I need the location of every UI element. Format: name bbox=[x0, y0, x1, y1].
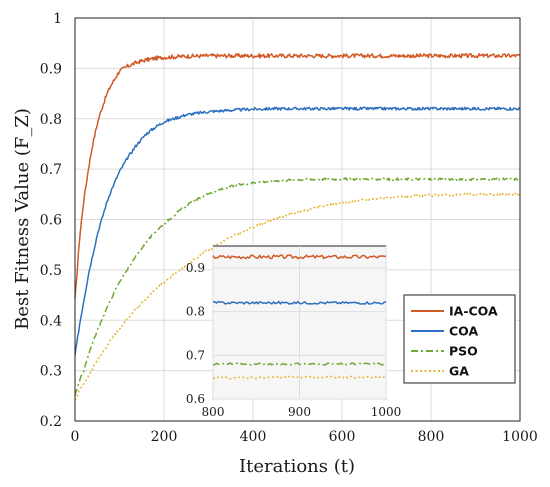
y-axis-label-text: Best Fitness Value (F_Z) bbox=[12, 108, 33, 330]
x-axis-label: Iterations (t) bbox=[239, 456, 355, 477]
x-tick-labels: 0 200 400 600 800 1000 bbox=[71, 429, 538, 445]
x-tick-label: 800 bbox=[418, 429, 445, 445]
y-tick-label: 1 bbox=[53, 11, 62, 27]
y-tick-label: 0.4 bbox=[40, 313, 62, 329]
series-layer bbox=[74, 53, 521, 401]
legend-label-pso: PSO bbox=[449, 344, 478, 359]
inset-y-tick-label: 0.6 bbox=[186, 392, 205, 406]
inset-y-tick-label: 0.8 bbox=[186, 305, 205, 319]
plot-frame bbox=[74, 17, 521, 422]
inset-y-tick-label: 0.9 bbox=[186, 261, 205, 275]
x-tick-label: 1000 bbox=[502, 429, 538, 445]
inset-series-line-pso bbox=[212, 362, 387, 366]
y-tick-label: 0.5 bbox=[40, 263, 62, 279]
legend-label-ia-coa: IA-COA bbox=[449, 304, 498, 319]
inset-x-tick-label: 900 bbox=[288, 405, 311, 419]
legend: IA-COA COA PSO GA bbox=[403, 294, 516, 384]
legend-box bbox=[403, 294, 516, 384]
y-tick-label: 0.2 bbox=[40, 414, 62, 430]
y-tick-label: 0.3 bbox=[40, 364, 62, 380]
zoom-inset: 0.6 0.7 0.8 0.9 800 900 1000 bbox=[186, 245, 402, 419]
y-tick-label: 0.8 bbox=[40, 112, 62, 128]
y-axis-label: Best Fitness Value (F_Z) bbox=[12, 108, 33, 330]
x-tick-label: 200 bbox=[151, 429, 178, 445]
y-tick-label: 0.7 bbox=[40, 162, 62, 178]
inset-series-line-coa bbox=[212, 300, 387, 305]
inset-series bbox=[212, 254, 387, 380]
series-line-pso bbox=[74, 177, 521, 396]
series-line-ia-coa bbox=[74, 53, 521, 299]
inset-x-tick-label: 800 bbox=[202, 405, 225, 419]
inset-grid bbox=[212, 246, 387, 400]
x-tick-label: 400 bbox=[240, 429, 267, 445]
legend-label-coa: COA bbox=[449, 324, 478, 339]
legend-label-ga: GA bbox=[449, 364, 469, 379]
inset-x-tick-label: 1000 bbox=[371, 405, 402, 419]
series-line-coa bbox=[74, 106, 521, 356]
series-line-ga bbox=[74, 192, 520, 401]
x-tick-label: 600 bbox=[329, 429, 356, 445]
y-tick-label: 0.6 bbox=[40, 213, 62, 229]
y-tick-labels: 0.2 0.3 0.4 0.5 0.6 0.7 0.8 0.9 1 bbox=[40, 11, 62, 430]
inset-x-tick-labels: 800 900 1000 bbox=[202, 405, 402, 419]
x-axis-label-text: Iterations (t) bbox=[239, 456, 355, 477]
inset-y-tick-label: 0.7 bbox=[186, 348, 205, 362]
inset-series-line-ia-coa bbox=[212, 254, 387, 260]
x-tick-label: 0 bbox=[71, 429, 80, 445]
y-tick-label: 0.9 bbox=[40, 61, 62, 77]
inset-y-tick-labels: 0.6 0.7 0.8 0.9 bbox=[186, 261, 205, 406]
